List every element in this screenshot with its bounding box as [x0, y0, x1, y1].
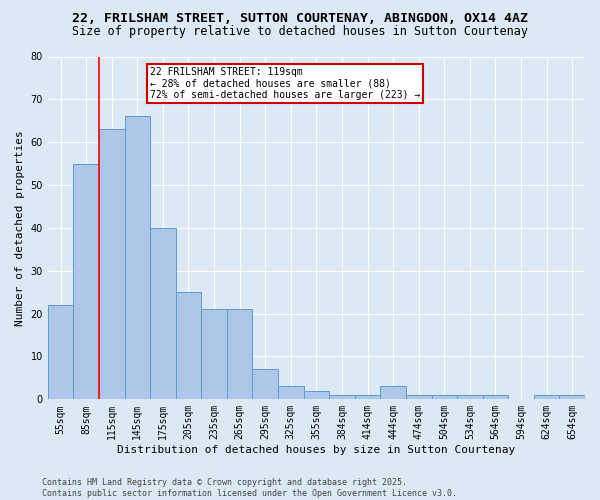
- Bar: [176, 292, 201, 400]
- Bar: [125, 116, 150, 400]
- Bar: [73, 164, 99, 400]
- Text: Contains HM Land Registry data © Crown copyright and database right 2025.
Contai: Contains HM Land Registry data © Crown c…: [42, 478, 457, 498]
- Bar: [278, 386, 304, 400]
- Bar: [150, 228, 176, 400]
- Bar: [355, 395, 380, 400]
- Bar: [227, 310, 253, 400]
- Bar: [304, 391, 329, 400]
- Bar: [99, 130, 125, 400]
- Bar: [457, 395, 482, 400]
- Bar: [380, 386, 406, 400]
- Bar: [253, 370, 278, 400]
- Bar: [431, 395, 457, 400]
- Bar: [329, 395, 355, 400]
- Bar: [406, 395, 431, 400]
- Text: 22 FRILSHAM STREET: 119sqm
← 28% of detached houses are smaller (88)
72% of semi: 22 FRILSHAM STREET: 119sqm ← 28% of deta…: [150, 67, 421, 100]
- Y-axis label: Number of detached properties: Number of detached properties: [15, 130, 25, 326]
- Bar: [201, 310, 227, 400]
- Bar: [559, 395, 585, 400]
- Text: 22, FRILSHAM STREET, SUTTON COURTENAY, ABINGDON, OX14 4AZ: 22, FRILSHAM STREET, SUTTON COURTENAY, A…: [72, 12, 528, 26]
- Bar: [482, 395, 508, 400]
- X-axis label: Distribution of detached houses by size in Sutton Courtenay: Distribution of detached houses by size …: [117, 445, 515, 455]
- Text: Size of property relative to detached houses in Sutton Courtenay: Size of property relative to detached ho…: [72, 25, 528, 38]
- Bar: [48, 305, 73, 400]
- Bar: [534, 395, 559, 400]
